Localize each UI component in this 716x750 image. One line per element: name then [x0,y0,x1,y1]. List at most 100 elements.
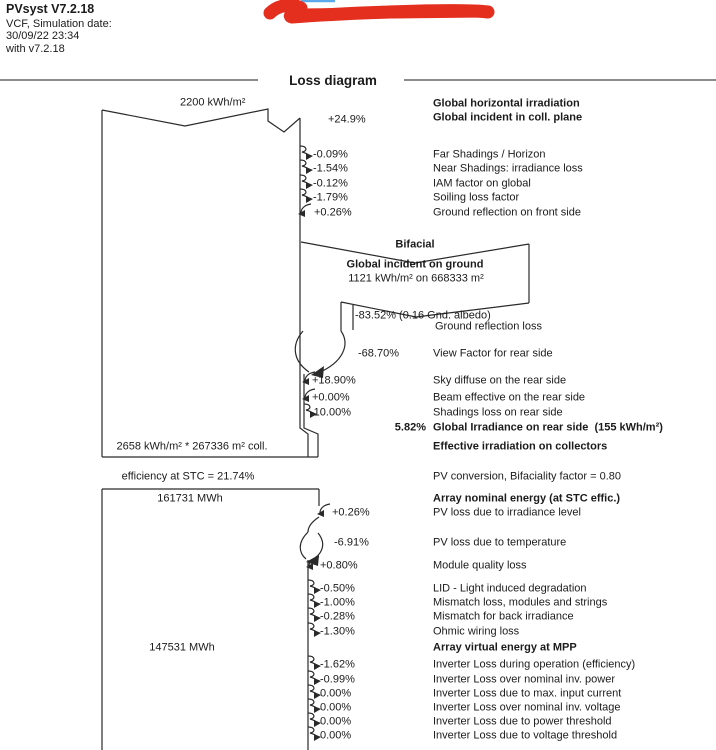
bifacial-top-chevron [300,241,530,264]
loss-row-percent: +0.00% [312,391,350,404]
loss-row-label: Mismatch loss, modules and strings [433,596,608,609]
gain-arrowhead-icon [317,510,324,517]
gain-arrowhead-icon [302,395,309,402]
label-global-horizontal-irradiation: Global horizontal irradiation [433,97,580,110]
gain-arrow-icon [319,503,331,514]
gain-arrow-icon [300,203,312,214]
loss-row-percent: +0.26% [314,206,352,219]
label-ground-reflection-loss: Ground reflection loss [435,320,542,333]
loss-row-percent: 0.00% [320,715,352,728]
loss-arrowhead-icon [314,706,321,713]
value-rear-global-pct: 5.82% [394,421,426,434]
gain-arrow-icon [304,371,316,382]
loss-row-label: IAM factor on global [433,177,531,190]
value-ground-irradiance: 1121 kWh/m² on 668333 m² [348,272,484,285]
loss-row-percent: +0.80% [320,559,358,572]
loss-row-label: Module quality loss [433,559,527,572]
loss-row-label: Shadings loss on rear side [433,406,563,419]
loss-row-label: Mismatch for back irradiance [433,610,574,623]
loss-row-percent: -1.30% [320,625,355,638]
temperature-arc-inner [310,532,324,561]
band-top-edge [101,108,301,133]
label-effective-irradiation: Effective irradiation on collectors [433,440,608,453]
loss-arrowhead-icon [306,167,313,174]
box1-bottom-value: 2658 kWh/m² * 267336 m² coll. [116,440,268,453]
loss-row-label: Inverter Loss over nominal inv. power [433,673,615,686]
report-header: PVsyst V7.2.18 VCF, Simulation date: 30/… [6,3,112,55]
loss-row-label: Near Shadings: irradiance loss [433,162,583,175]
loss-row-percent: -10.00% [310,406,351,419]
redaction-scribble-2 [291,6,492,20]
loss-arrowhead-icon [314,692,321,699]
loss-row-percent: -1.62% [320,658,355,671]
value-ground-reflection-loss: -83.52% (0.16 Gnd. albedo) [355,309,491,322]
loss-row-label: PV loss due to temperature [433,536,567,549]
loss-row-percent: 0.00% [320,729,352,742]
box2-right-step [307,516,320,533]
title-rule-left [0,79,258,81]
loss-row-percent: -0.09% [313,148,348,161]
header-simulation-line: VCF, Simulation date: [6,17,112,30]
loss-row-label: PV loss due to irradiance level [433,506,581,519]
loss-arrowhead-icon [314,630,321,637]
loss-arrowhead-icon [306,153,313,160]
view-factor-arc-outer [294,330,310,373]
gain-arrowhead-icon [306,563,313,570]
loss-row-label: Sky diffuse on the rear side [433,374,567,387]
loss-row-label: Ground reflection on front side [433,206,581,219]
label-array-mpp: Array virtual energy at MPP [433,641,577,654]
loss-row-label: LID - Light induced degradation [433,582,587,595]
header-date-line: 30/09/22 23:34 [6,30,80,42]
header-version-line: with v7.2.18 [6,42,65,55]
loss-row-percent: -0.50% [320,582,355,595]
loss-row-label: Soiling loss factor [433,191,520,204]
gain-arrowhead-icon [298,210,305,217]
loss-arrowhead-icon [314,678,321,685]
loss-arrowhead-icon [314,601,321,608]
loss-row-percent: 0.00% [320,687,352,700]
title-rule-right [404,79,716,81]
loss-row-percent: -1.00% [320,596,355,609]
label-global-incident-on-ground: Global incident on ground [346,258,484,271]
loss-arrowhead-icon [310,411,317,418]
temperature-arc-outer [299,531,309,560]
redaction-overlay [263,0,495,24]
loss-row-label: Inverter Loss during operation (efficien… [433,658,636,671]
page-title: Loss diagram [289,72,377,88]
loss-row-percent: +18.90% [312,374,356,387]
value-incident-gain: +24.9% [328,113,366,126]
loss-row-label: View Factor for rear side [433,347,553,360]
loss-row-label: Inverter Loss over nominal inv. voltage [433,701,621,714]
rear-channel-edge [303,374,319,457]
loss-arrowhead-icon [306,196,313,203]
loss-arrowhead-icon [314,720,321,727]
loss-row-percent: -68.70% [358,347,399,360]
loss-arrowhead-icon [314,587,321,594]
loss-row-percent: -0.28% [320,610,355,623]
loss-row-label: Inverter Loss due to max. input current [433,687,622,700]
value-efficiency-stc: efficiency at STC = 21.74% [121,470,255,483]
loss-row-percent: -0.99% [320,673,355,686]
loss-row-label: Inverter Loss due to power threshold [433,715,612,728]
label-rear-global: Global Irradiance on rear side (155 kWh/… [430,421,663,434]
loss-row-percent: -1.54% [313,162,348,175]
loss-row-percent: -1.79% [313,191,348,204]
loss-arrowhead-icon [314,663,321,670]
label-global-incident-coll-plane: Global incident in coll. plane [433,111,583,124]
gain-arrow-icon [308,556,320,567]
loss-row-label: Far Shadings / Horizon [433,148,546,161]
loss-row-label: Inverter Loss due to voltage threshold [433,729,618,742]
loss-row-percent: +0.26% [332,506,370,519]
top-band-value: 2200 kWh/m² [180,96,246,109]
loss-arrowhead-icon [306,182,313,189]
view-factor-arc-inner [317,330,346,374]
bifacial-title: Bifacial [395,238,435,251]
label-pv-conversion: PV conversion, Bifaciality factor = 0.80 [433,470,622,483]
loss-row-percent: -0.12% [313,177,348,190]
loss-row-percent: -6.91% [334,536,369,549]
loss-row-label: Beam effective on the rear side [433,391,586,404]
bifacial-bottom-chevron [340,301,530,318]
value-array-mpp: 147531 MWh [149,641,215,654]
